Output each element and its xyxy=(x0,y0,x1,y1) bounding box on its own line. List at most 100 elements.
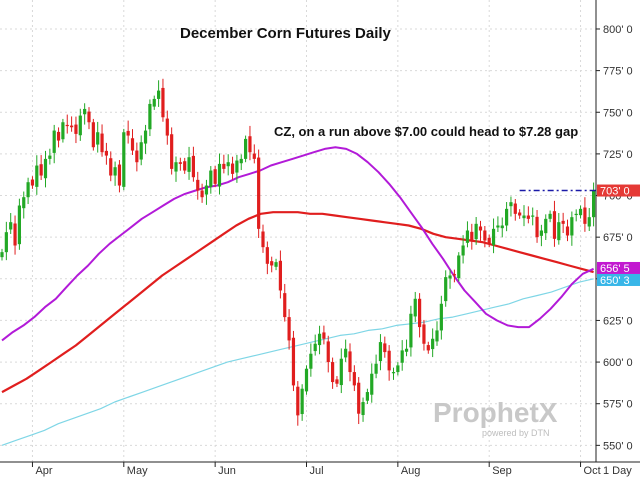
candle xyxy=(122,128,126,191)
candle-body xyxy=(300,388,304,415)
candle-body xyxy=(174,162,178,172)
candle-body xyxy=(370,373,374,395)
candle xyxy=(117,160,122,193)
y-tick-label: 550' 0 xyxy=(603,440,633,452)
candle xyxy=(61,118,65,143)
x-tick-label: Jul xyxy=(310,465,324,477)
price-label-box xyxy=(597,184,640,197)
candle xyxy=(331,357,335,389)
candle xyxy=(178,157,182,171)
price-label-box xyxy=(597,261,640,274)
candle xyxy=(339,348,343,394)
x-tick-label: May xyxy=(127,465,148,477)
candle-body xyxy=(291,337,296,386)
candle xyxy=(252,144,256,164)
candle-body xyxy=(396,365,400,373)
y-tick-label: 575' 0 xyxy=(603,399,633,411)
candle xyxy=(270,256,274,273)
candle xyxy=(439,295,443,340)
chart-title: December Corn Futures Daily xyxy=(180,25,392,42)
candle-body xyxy=(465,230,470,243)
candle-body xyxy=(43,158,48,179)
candle-body xyxy=(574,213,578,216)
candle xyxy=(296,381,300,426)
y-tick-label: 750' 0 xyxy=(603,107,633,119)
candle-body xyxy=(570,217,574,236)
chart-annotation: CZ, on a run above $7.00 could head to $… xyxy=(274,124,578,139)
y-tick-label: 625' 0 xyxy=(603,315,633,327)
candle-body xyxy=(117,164,122,186)
candle xyxy=(222,154,226,174)
candle-body xyxy=(183,161,187,171)
candle-body xyxy=(226,162,230,167)
candle-body xyxy=(313,343,317,352)
candle-body xyxy=(322,332,326,339)
candle xyxy=(565,219,570,242)
price-label: 650' 3 xyxy=(597,273,640,287)
candle xyxy=(391,367,396,380)
candle xyxy=(17,198,21,250)
candle xyxy=(4,221,8,261)
candle-body xyxy=(87,111,91,123)
candle-body xyxy=(413,298,417,317)
candle xyxy=(43,150,48,188)
x-tick-label: Aug xyxy=(401,465,421,477)
candle-body xyxy=(452,274,456,276)
candle-body xyxy=(487,237,491,244)
candle-body xyxy=(109,158,113,176)
candle-body xyxy=(83,108,87,115)
candle-body xyxy=(0,252,4,258)
candle-body xyxy=(491,228,496,246)
price-label: 703' 0 xyxy=(597,184,640,198)
candle xyxy=(470,223,474,250)
candle-body xyxy=(61,122,65,140)
candle-body xyxy=(461,245,465,256)
candle-body xyxy=(265,247,269,264)
candle xyxy=(578,205,583,219)
candle-body xyxy=(339,358,343,386)
moving-average-cyan xyxy=(1,278,594,446)
candle-body xyxy=(200,190,204,198)
candle-body xyxy=(500,225,504,229)
candle-body xyxy=(422,324,426,344)
candle xyxy=(317,325,322,355)
candle xyxy=(487,234,491,248)
candle xyxy=(130,129,135,156)
candle xyxy=(483,226,487,248)
candle-body xyxy=(335,379,339,384)
candle-body xyxy=(426,345,430,351)
candle-body xyxy=(56,131,61,141)
x-tick-label: Oct xyxy=(584,465,601,477)
candle xyxy=(304,365,309,395)
candle-body xyxy=(539,230,543,236)
candle-body xyxy=(130,138,135,151)
candle-body xyxy=(587,217,591,227)
candle-body xyxy=(435,330,439,342)
candle-body xyxy=(565,226,570,236)
candle xyxy=(217,153,222,195)
candle xyxy=(344,339,348,362)
candle-body xyxy=(248,136,252,153)
candle-body xyxy=(448,275,452,279)
candle-body xyxy=(518,212,522,216)
candle xyxy=(139,135,143,166)
candle-body xyxy=(474,223,478,240)
candle xyxy=(239,154,243,171)
candle-body xyxy=(70,125,74,128)
candle-body xyxy=(483,230,487,241)
candle xyxy=(100,124,104,157)
candle xyxy=(518,209,522,219)
candle xyxy=(418,293,422,338)
candle-body xyxy=(513,203,517,214)
candle-body xyxy=(309,353,313,369)
candle xyxy=(531,207,535,226)
candle-body xyxy=(535,216,539,238)
candle xyxy=(48,148,52,165)
candle xyxy=(261,224,265,253)
candle xyxy=(409,305,413,357)
candle-body xyxy=(170,134,174,169)
candle xyxy=(22,191,26,219)
candle xyxy=(400,340,404,371)
candle xyxy=(444,270,448,307)
candle xyxy=(326,335,330,373)
